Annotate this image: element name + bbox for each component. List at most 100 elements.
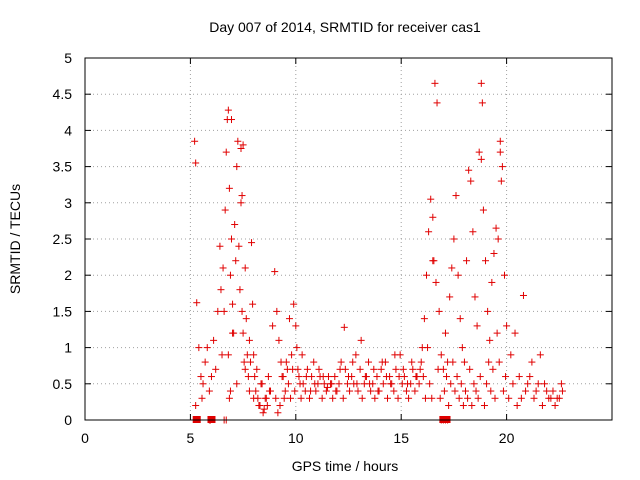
data-point	[229, 300, 237, 308]
data-point	[371, 394, 379, 402]
data-point	[343, 380, 351, 388]
data-point	[269, 322, 277, 330]
data-point	[365, 358, 373, 366]
data-point	[252, 387, 260, 395]
y-tick-label: 1	[64, 340, 72, 356]
data-point	[411, 387, 419, 395]
data-point	[241, 365, 249, 373]
data-point	[453, 373, 461, 381]
data-point	[377, 365, 385, 373]
data-point	[225, 184, 233, 192]
data-point	[477, 79, 485, 87]
data-point	[407, 380, 415, 388]
data-point	[237, 199, 245, 207]
data-point	[402, 387, 410, 395]
data-point	[195, 344, 203, 352]
data-point	[257, 380, 265, 388]
data-point	[225, 394, 233, 402]
data-point	[228, 116, 236, 124]
data-point	[541, 380, 549, 388]
y-tick-label: 4	[64, 122, 72, 138]
data-point	[352, 351, 360, 359]
data-point	[198, 394, 206, 402]
data-point	[280, 394, 288, 402]
data-point	[451, 387, 459, 395]
y-tick-label: 2.5	[53, 231, 73, 247]
y-tick-label: 3.5	[53, 159, 73, 175]
data-point	[497, 177, 505, 185]
data-point	[224, 351, 232, 359]
data-point	[400, 373, 408, 381]
y-tick-label: 1.5	[53, 303, 73, 319]
data-point	[488, 278, 496, 286]
data-point	[310, 358, 318, 366]
data-point	[492, 224, 500, 232]
data-point	[287, 394, 295, 402]
data-point	[441, 329, 449, 337]
data-point	[494, 235, 502, 243]
data-point	[502, 373, 510, 381]
data-point	[394, 394, 402, 402]
data-point	[386, 373, 394, 381]
data-point	[513, 402, 521, 410]
data-point	[360, 380, 368, 388]
data-point	[291, 387, 299, 395]
data-point	[469, 228, 477, 236]
data-point	[245, 336, 253, 344]
data-point	[528, 358, 536, 366]
data-point	[217, 286, 225, 294]
data-point	[445, 402, 453, 410]
data-point	[214, 307, 222, 315]
data-point	[314, 380, 322, 388]
data-point	[383, 394, 391, 402]
data-point	[238, 192, 246, 200]
data-point	[228, 235, 236, 243]
data-point	[276, 402, 284, 410]
data-point	[390, 387, 398, 395]
data-point	[249, 300, 257, 308]
data-point	[375, 387, 383, 395]
data-point	[463, 257, 471, 265]
y-axis-title: SRMTID / TECUs	[7, 184, 23, 294]
data-point	[426, 380, 434, 388]
data-point	[316, 373, 324, 381]
data-point	[547, 394, 555, 402]
data-point	[413, 373, 421, 381]
data-point	[388, 380, 396, 388]
data-point	[263, 402, 271, 410]
data-point	[519, 291, 527, 299]
data-point	[526, 373, 534, 381]
data-point	[373, 373, 381, 381]
data-point	[416, 365, 424, 373]
data-point	[367, 387, 375, 395]
data-point	[381, 358, 389, 366]
data-point	[250, 394, 258, 402]
data-point	[229, 329, 237, 337]
data-point	[483, 380, 491, 388]
data-point	[471, 293, 479, 301]
data-point	[468, 402, 476, 410]
x-tick-label: 10	[288, 430, 304, 446]
data-point	[205, 387, 213, 395]
y-tick-label: 0.5	[53, 376, 73, 392]
data-point	[219, 264, 227, 272]
data-point	[350, 380, 358, 388]
data-point	[424, 344, 432, 352]
data-point	[243, 351, 251, 359]
data-point	[199, 380, 207, 388]
data-point	[448, 264, 456, 272]
x-tick-label: 15	[393, 430, 409, 446]
data-point	[549, 387, 557, 395]
data-point	[428, 394, 436, 402]
data-point	[370, 365, 378, 373]
data-point	[221, 206, 229, 214]
data-point	[241, 264, 249, 272]
data-point	[398, 380, 406, 388]
data-point	[480, 402, 488, 410]
data-point	[486, 336, 494, 344]
data-point	[427, 195, 435, 203]
data-point	[201, 358, 209, 366]
x-axis-title: GPS time / hours	[292, 458, 399, 474]
y-tick-label: 5	[64, 50, 72, 66]
data-points	[191, 79, 566, 424]
